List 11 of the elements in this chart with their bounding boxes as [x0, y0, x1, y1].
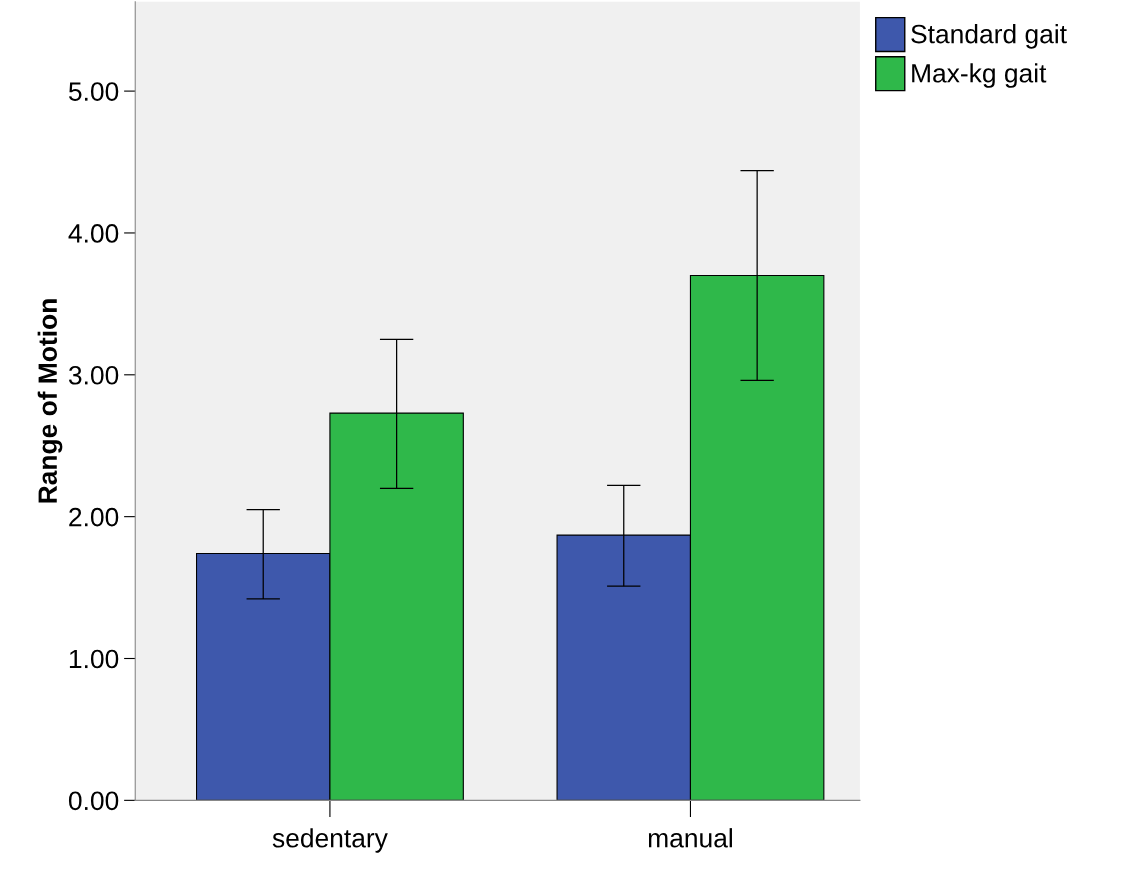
y-tick-label: 3.00: [68, 365, 119, 385]
x-tick-label: manual: [648, 828, 732, 848]
y-tick-label: 2.00: [69, 507, 119, 527]
y-tick-label: 4.00: [68, 224, 119, 243]
y-tick-label: 1.00: [69, 649, 119, 669]
y-tick-label: 0.00: [68, 791, 119, 811]
legend-label: Standard gait: [911, 24, 1067, 49]
legend-label: Max-kg gait: [912, 63, 1047, 88]
y-axis-title: Range of Motion: [37, 299, 63, 503]
y-tick-label: 5.00: [68, 82, 119, 101]
x-tick-label: sedentary: [272, 828, 388, 853]
